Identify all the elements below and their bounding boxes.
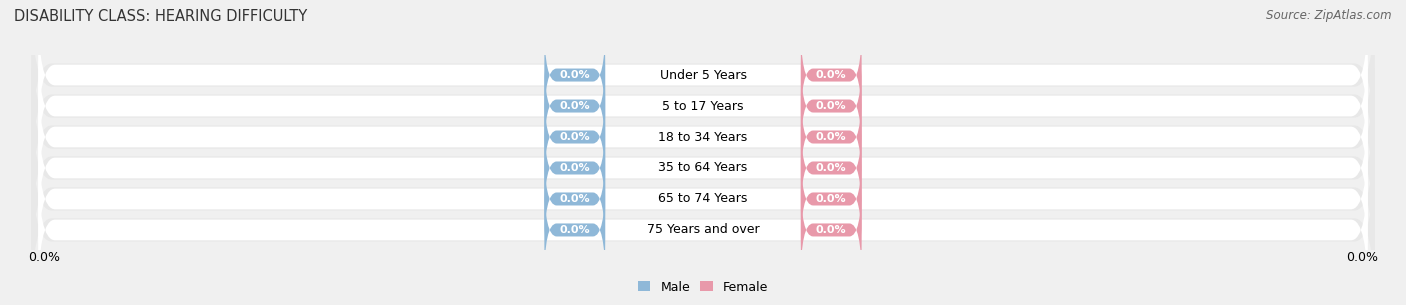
- FancyBboxPatch shape: [801, 150, 862, 248]
- Text: 0.0%: 0.0%: [28, 251, 60, 264]
- Text: 0.0%: 0.0%: [1346, 251, 1378, 264]
- FancyBboxPatch shape: [38, 101, 1368, 235]
- Text: 0.0%: 0.0%: [560, 194, 591, 204]
- Text: DISABILITY CLASS: HEARING DIFFICULTY: DISABILITY CLASS: HEARING DIFFICULTY: [14, 9, 308, 24]
- FancyBboxPatch shape: [544, 119, 605, 217]
- Text: 0.0%: 0.0%: [815, 101, 846, 111]
- FancyBboxPatch shape: [31, 0, 1375, 156]
- FancyBboxPatch shape: [801, 57, 862, 155]
- FancyBboxPatch shape: [31, 118, 1375, 280]
- FancyBboxPatch shape: [544, 181, 605, 279]
- Legend: Male, Female: Male, Female: [633, 275, 773, 299]
- FancyBboxPatch shape: [544, 150, 605, 248]
- Text: 0.0%: 0.0%: [815, 70, 846, 80]
- FancyBboxPatch shape: [31, 56, 1375, 218]
- Text: 75 Years and over: 75 Years and over: [647, 224, 759, 236]
- FancyBboxPatch shape: [801, 88, 862, 186]
- FancyBboxPatch shape: [38, 132, 1368, 266]
- FancyBboxPatch shape: [801, 119, 862, 217]
- Text: 18 to 34 Years: 18 to 34 Years: [658, 131, 748, 144]
- Text: 0.0%: 0.0%: [560, 225, 591, 235]
- FancyBboxPatch shape: [544, 26, 605, 124]
- Text: 0.0%: 0.0%: [560, 70, 591, 80]
- Text: Under 5 Years: Under 5 Years: [659, 69, 747, 81]
- FancyBboxPatch shape: [31, 87, 1375, 249]
- Text: 5 to 17 Years: 5 to 17 Years: [662, 99, 744, 113]
- Text: Source: ZipAtlas.com: Source: ZipAtlas.com: [1267, 9, 1392, 22]
- FancyBboxPatch shape: [31, 25, 1375, 187]
- FancyBboxPatch shape: [38, 70, 1368, 204]
- FancyBboxPatch shape: [801, 26, 862, 124]
- Text: 0.0%: 0.0%: [560, 101, 591, 111]
- Text: 0.0%: 0.0%: [815, 132, 846, 142]
- Text: 0.0%: 0.0%: [815, 163, 846, 173]
- FancyBboxPatch shape: [38, 8, 1368, 142]
- Text: 0.0%: 0.0%: [560, 132, 591, 142]
- FancyBboxPatch shape: [31, 149, 1375, 305]
- FancyBboxPatch shape: [801, 181, 862, 279]
- FancyBboxPatch shape: [544, 57, 605, 155]
- Text: 65 to 74 Years: 65 to 74 Years: [658, 192, 748, 206]
- FancyBboxPatch shape: [38, 39, 1368, 173]
- Text: 0.0%: 0.0%: [815, 225, 846, 235]
- FancyBboxPatch shape: [544, 88, 605, 186]
- Text: 35 to 64 Years: 35 to 64 Years: [658, 161, 748, 174]
- FancyBboxPatch shape: [38, 163, 1368, 297]
- Text: 0.0%: 0.0%: [560, 163, 591, 173]
- Text: 0.0%: 0.0%: [815, 194, 846, 204]
